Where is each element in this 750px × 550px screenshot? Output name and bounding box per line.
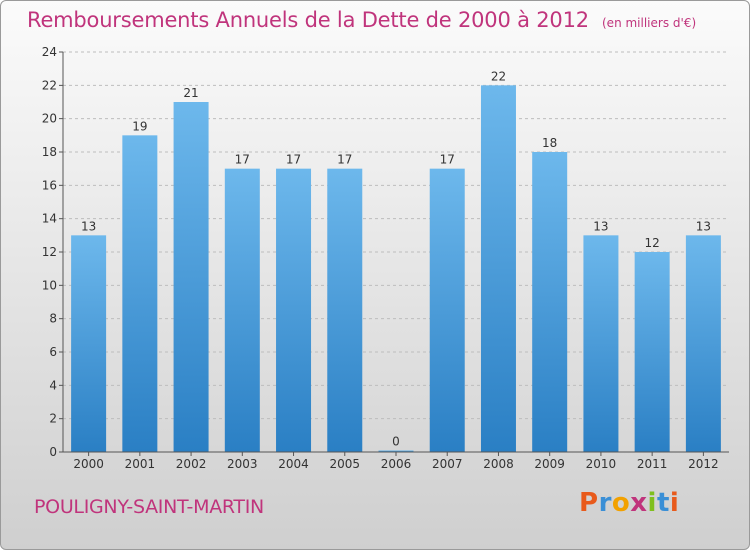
bar xyxy=(173,102,209,452)
bar-value-label: 13 xyxy=(81,219,96,233)
x-tick-label: 2002 xyxy=(176,457,207,471)
y-tick-label: 6 xyxy=(49,345,57,359)
bar xyxy=(429,168,465,452)
bar-value-label: 22 xyxy=(491,69,506,83)
x-tick-label: 2004 xyxy=(278,457,309,471)
x-tick-label: 2010 xyxy=(586,457,617,471)
brand-letter: t xyxy=(656,488,670,518)
brand-letter: r xyxy=(598,488,612,518)
chart-title-row: Remboursements Annuels de la Dette de 20… xyxy=(27,8,696,32)
bar-value-label: 21 xyxy=(183,86,198,100)
bar xyxy=(378,450,414,452)
y-tick-label: 24 xyxy=(42,45,57,59)
bar xyxy=(532,152,568,452)
bar xyxy=(685,235,721,452)
brand-logo: Proxiti xyxy=(579,488,679,518)
bar-value-label: 17 xyxy=(440,153,455,167)
bar xyxy=(634,252,670,452)
bar-value-label: 18 xyxy=(542,136,557,150)
bar-value-label: 17 xyxy=(286,153,301,167)
y-tick-label: 0 xyxy=(49,445,57,459)
x-tick-label: 2008 xyxy=(483,457,514,471)
bar xyxy=(327,168,363,452)
chart-subtitle: (en milliers d'€) xyxy=(602,16,697,30)
y-tick-label: 8 xyxy=(49,312,57,326)
bar xyxy=(480,85,516,452)
city-name: POULIGNY-SAINT-MARTIN xyxy=(34,496,264,518)
x-tick-label: 2006 xyxy=(381,457,412,471)
x-tick-label: 2005 xyxy=(329,457,360,471)
brand-letter: x xyxy=(630,488,648,518)
x-tick-label: 2012 xyxy=(688,457,719,471)
bar-value-label: 12 xyxy=(645,236,660,250)
chart-title: Remboursements Annuels de la Dette de 20… xyxy=(27,8,589,32)
y-tick-label: 2 xyxy=(49,412,57,426)
bar-value-label: 13 xyxy=(593,219,608,233)
y-tick-label: 20 xyxy=(42,112,57,126)
y-tick-label: 10 xyxy=(42,278,57,292)
bar-value-label: 17 xyxy=(337,153,352,167)
y-tick-label: 16 xyxy=(42,178,57,192)
brand-letter: P xyxy=(579,488,599,518)
bar xyxy=(224,168,260,452)
y-tick-label: 12 xyxy=(42,245,57,259)
x-tick-label: 2000 xyxy=(73,457,104,471)
bar-value-label: 17 xyxy=(235,153,250,167)
x-tick-label: 2009 xyxy=(534,457,565,471)
bar xyxy=(71,235,107,452)
bar-value-label: 0 xyxy=(392,435,400,449)
y-tick-label: 18 xyxy=(42,145,57,159)
bar-value-label: 19 xyxy=(132,119,147,133)
x-tick-label: 2011 xyxy=(637,457,668,471)
brand-letter: i xyxy=(669,488,680,518)
bar-value-label: 13 xyxy=(696,219,711,233)
bar xyxy=(276,168,312,452)
y-tick-label: 14 xyxy=(42,212,57,226)
x-tick-label: 2001 xyxy=(125,457,156,471)
x-tick-label: 2007 xyxy=(432,457,463,471)
brand-letter: o xyxy=(611,488,631,518)
y-tick-label: 4 xyxy=(49,378,57,392)
brand-letter: i xyxy=(647,488,657,518)
x-tick-label: 2003 xyxy=(227,457,258,471)
y-tick-label: 22 xyxy=(42,78,57,92)
bar xyxy=(122,135,158,453)
bar xyxy=(583,235,619,452)
